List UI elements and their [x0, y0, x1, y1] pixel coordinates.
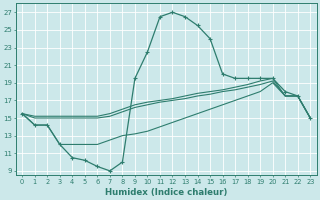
X-axis label: Humidex (Indice chaleur): Humidex (Indice chaleur): [105, 188, 228, 197]
